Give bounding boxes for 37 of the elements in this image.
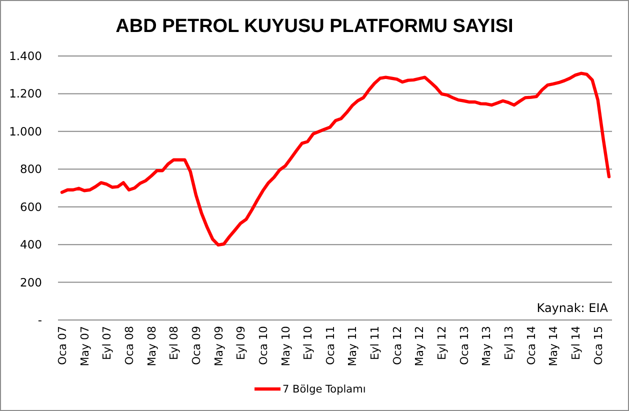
x-tick-label: Oca 13 bbox=[458, 326, 471, 365]
x-tick-label: May 13 bbox=[480, 326, 494, 366]
x-tick-label: May 12 bbox=[413, 326, 426, 366]
line-series bbox=[60, 72, 611, 247]
x-tick-label: May 11 bbox=[346, 326, 360, 366]
y-tick-label: 200 bbox=[20, 275, 42, 290]
x-tick-label: Eyl 11 bbox=[368, 326, 382, 360]
x-tick-label: Eyl 14 bbox=[570, 326, 583, 360]
x-tick-label: Oca 14 bbox=[524, 326, 538, 365]
x-tick-label: Eyl 09 bbox=[234, 326, 248, 360]
y-tick-label: 600 bbox=[20, 200, 42, 214]
legend-label: 7 Bölge Toplamı bbox=[282, 384, 366, 396]
x-tick-label: Oca 08 bbox=[122, 326, 136, 365]
x-tick-label: Eyl 13 bbox=[502, 326, 516, 360]
x-tick-label: May 14 bbox=[547, 326, 560, 366]
x-tick-label: May 10 bbox=[279, 326, 292, 366]
y-tick-label: 1.000 bbox=[9, 124, 42, 138]
y-tick-label: - bbox=[38, 313, 42, 328]
x-tick-label: May 08 bbox=[145, 326, 158, 366]
y-tick-label: 1.200 bbox=[9, 86, 42, 101]
x-tick-label: Eyl 07 bbox=[100, 326, 114, 360]
x-tick-label: Oca 10 bbox=[256, 326, 270, 365]
y-tick-label: 800 bbox=[20, 162, 42, 176]
x-tick-label: Eyl 12 bbox=[436, 326, 449, 360]
y-tick-label: 400 bbox=[20, 238, 42, 252]
x-tick-label: May 09 bbox=[212, 326, 226, 366]
x-tick-label: Oca 11 bbox=[324, 326, 337, 365]
x-tick-label: Oca 07 bbox=[56, 326, 69, 365]
x-tick-label: Oca 15 bbox=[592, 326, 605, 365]
chart-title: ABD PETROL KUYUSU PLATFORMU SAYISI bbox=[116, 16, 514, 37]
x-tick-label: Eyl 08 bbox=[168, 326, 181, 360]
x-tick-label: Eyl 10 bbox=[302, 326, 315, 360]
x-tick-label: Oca 12 bbox=[390, 326, 404, 365]
x-tick-label: May 07 bbox=[78, 326, 92, 366]
y-tick-label: 1.400 bbox=[9, 49, 42, 64]
annotation: Kaynak: EIA bbox=[536, 301, 609, 315]
x-tick-label: Oca 09 bbox=[190, 326, 203, 365]
